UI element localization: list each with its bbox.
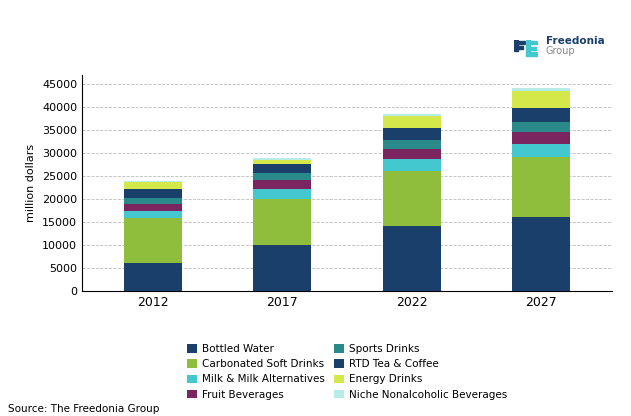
Text: 2012, 2017, 2022, & 2027: 2012, 2017, 2022, & 2027	[8, 50, 178, 63]
Bar	[253, 160, 312, 164]
Bar	[124, 189, 182, 198]
Text: (million dollars): (million dollars)	[8, 72, 112, 84]
Bar	[512, 122, 570, 132]
Bar	[124, 182, 182, 189]
Bar	[382, 116, 441, 128]
Bar	[124, 218, 182, 262]
Bar	[512, 88, 570, 91]
Bar	[124, 198, 182, 204]
Bar	[512, 157, 570, 217]
Bar	[382, 171, 441, 226]
Bar	[382, 114, 441, 116]
Bar	[382, 226, 441, 291]
Bar	[253, 245, 312, 291]
Bar	[382, 140, 441, 149]
Bar	[512, 144, 570, 157]
Text: Nonalcoholic Beverage Packaging Demand by Market,: Nonalcoholic Beverage Packaging Demand b…	[8, 29, 366, 42]
Bar	[253, 199, 312, 245]
Legend: Bottled Water, Carbonated Soft Drinks, Milk & Milk Alternatives, Fruit Beverages: Bottled Water, Carbonated Soft Drinks, M…	[187, 344, 507, 400]
Bar	[518, 46, 522, 49]
Bar	[253, 164, 312, 173]
Bar	[530, 47, 536, 50]
Bar	[512, 217, 570, 291]
Bar	[382, 128, 441, 140]
Bar	[530, 41, 537, 44]
Bar	[382, 159, 441, 171]
Bar	[382, 149, 441, 159]
Bar	[124, 181, 182, 182]
Bar	[253, 180, 312, 189]
Text: Figure 3-4.: Figure 3-4.	[8, 7, 80, 20]
Bar	[514, 40, 518, 51]
Bar	[518, 41, 525, 44]
Bar	[124, 210, 182, 218]
Bar	[526, 40, 530, 55]
Bar	[253, 173, 312, 180]
Text: Source: The Freedonia Group: Source: The Freedonia Group	[8, 404, 160, 414]
Bar	[124, 204, 182, 210]
Bar	[530, 52, 537, 55]
Bar	[253, 189, 312, 199]
Text: Group: Group	[546, 46, 575, 56]
Bar	[253, 158, 312, 160]
Bar	[124, 262, 182, 291]
Bar	[512, 109, 570, 122]
Y-axis label: million dollars: million dollars	[27, 144, 37, 222]
Text: Freedonia: Freedonia	[546, 36, 604, 46]
Bar	[512, 91, 570, 109]
Bar	[512, 132, 570, 144]
